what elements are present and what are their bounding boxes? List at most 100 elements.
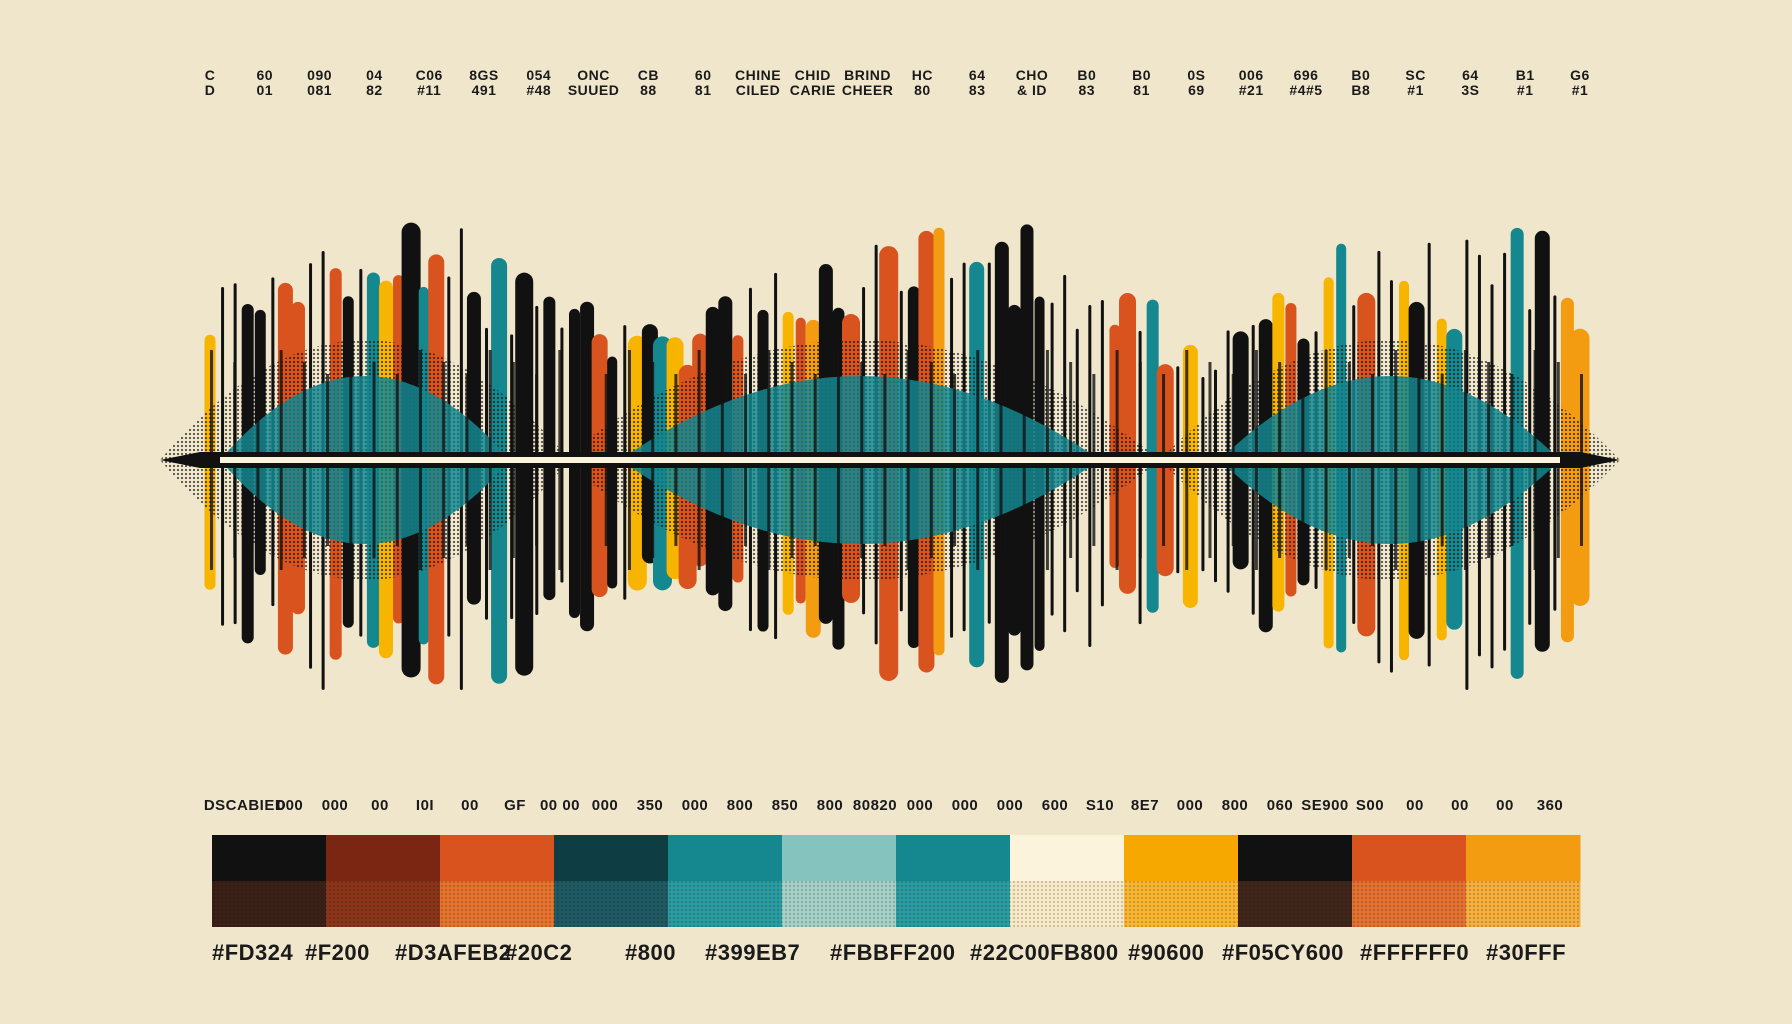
swatch-halftone bbox=[782, 881, 897, 927]
swatch-top bbox=[554, 835, 669, 881]
bottom-label: 00 bbox=[1496, 797, 1514, 814]
swatch-top bbox=[212, 835, 327, 881]
bottom-label: 00 bbox=[371, 797, 389, 814]
swatch-top bbox=[1010, 835, 1125, 881]
top-labels: CD60010900810482C06#118GS491054#48ONCSUU… bbox=[205, 67, 1590, 98]
bottom-label: 600 bbox=[1042, 797, 1069, 814]
top-label: 054 bbox=[526, 67, 551, 83]
swatch-halftone bbox=[440, 881, 555, 927]
bottom-label: 00 bbox=[1451, 797, 1469, 814]
top-label: 081 bbox=[307, 82, 332, 98]
hex-code-label: #FFFFFF0 bbox=[1360, 940, 1469, 965]
bottom-label: 350 bbox=[637, 797, 664, 814]
top-label: 491 bbox=[472, 82, 497, 98]
top-label: #4#5 bbox=[1289, 82, 1322, 98]
bottom-label: I0I bbox=[416, 797, 434, 814]
top-label: 64 bbox=[1462, 67, 1479, 83]
hex-code-label: #399EB7 bbox=[705, 940, 800, 965]
top-label: 88 bbox=[640, 82, 657, 98]
bottom-label: SE900 bbox=[1301, 797, 1349, 814]
top-label: G6 bbox=[1570, 67, 1590, 83]
top-label: B0 bbox=[1132, 67, 1151, 83]
top-label: CARIE bbox=[790, 82, 836, 98]
bottom-label: GF bbox=[504, 797, 526, 814]
bottom-label: 360 bbox=[1537, 797, 1564, 814]
bottom-label: 800 bbox=[727, 797, 754, 814]
center-highlight bbox=[220, 457, 1560, 463]
top-label: 82 bbox=[366, 82, 383, 98]
bottom-label: 00 00 bbox=[540, 797, 580, 814]
top-label: CHINE bbox=[735, 67, 781, 83]
top-label: #48 bbox=[526, 82, 551, 98]
top-label: 01 bbox=[257, 82, 274, 98]
hex-code-label: #30FFF bbox=[1486, 940, 1566, 965]
swatch-halftone bbox=[1466, 881, 1581, 927]
bottom-label: 000 bbox=[1177, 797, 1204, 814]
bottom-label: 00 bbox=[1406, 797, 1424, 814]
hex-code-label: #F200 bbox=[305, 940, 370, 965]
top-label: 60 bbox=[257, 67, 274, 83]
bottom-label: 000 bbox=[277, 797, 304, 814]
top-label: #21 bbox=[1239, 82, 1264, 98]
bottom-label: S00 bbox=[1356, 797, 1384, 814]
top-label: B0 bbox=[1351, 67, 1370, 83]
top-label: 3S bbox=[1461, 82, 1479, 98]
bottom-label: 060 bbox=[1267, 797, 1294, 814]
swatch-halftone bbox=[1238, 881, 1353, 927]
swatch-top bbox=[896, 835, 1011, 881]
top-label: SUUED bbox=[568, 82, 620, 98]
bottom-label: 8E7 bbox=[1131, 797, 1159, 814]
top-label: C bbox=[205, 67, 216, 83]
top-label: CHO bbox=[1016, 67, 1049, 83]
top-label: 04 bbox=[366, 67, 383, 83]
top-label: 8GS bbox=[469, 67, 499, 83]
bottom-label: 000 bbox=[952, 797, 979, 814]
top-label: 81 bbox=[1133, 82, 1150, 98]
top-label: 64 bbox=[969, 67, 986, 83]
top-label: 60 bbox=[695, 67, 712, 83]
swatch-top bbox=[782, 835, 897, 881]
swatch-halftone bbox=[896, 881, 1011, 927]
bottom-label: 000 bbox=[682, 797, 709, 814]
hex-code-labels: #FD324 #F200 #D3AFEB2#20C2 #800 #399EB7 #FBBF… bbox=[212, 940, 1566, 965]
top-label: D bbox=[205, 82, 216, 98]
swatch-halftone bbox=[554, 881, 669, 927]
hex-code-label: #FBBFF200 bbox=[830, 940, 956, 965]
top-label: #1 bbox=[1572, 82, 1589, 98]
top-label: 006 bbox=[1239, 67, 1264, 83]
top-label: 0S bbox=[1187, 67, 1205, 83]
hex-code-label: #F05CY600 bbox=[1222, 940, 1344, 965]
top-label: ONC bbox=[577, 67, 610, 83]
top-label: BRIND bbox=[844, 67, 891, 83]
top-label: B0 bbox=[1077, 67, 1096, 83]
top-label: 80 bbox=[914, 82, 931, 98]
top-label: 83 bbox=[969, 82, 986, 98]
swatch-top bbox=[1238, 835, 1353, 881]
swatch-halftone bbox=[212, 881, 327, 927]
swatch-top bbox=[326, 835, 441, 881]
top-label: 83 bbox=[1079, 82, 1096, 98]
center-line bbox=[160, 452, 1620, 468]
swatch-halftone bbox=[668, 881, 783, 927]
top-label: HC bbox=[912, 67, 933, 83]
hex-code-label: #22C00FB800 bbox=[970, 940, 1119, 965]
top-label: 696 bbox=[1294, 67, 1319, 83]
top-label: C06 bbox=[416, 67, 443, 83]
bottom-label: 80820 bbox=[853, 797, 897, 814]
swatch-top bbox=[1124, 835, 1239, 881]
bottom-label: S10 bbox=[1086, 797, 1114, 814]
top-label: SC bbox=[1405, 67, 1425, 83]
top-label: CHID bbox=[795, 67, 831, 83]
color-swatch-row bbox=[212, 835, 1581, 927]
waveform-bar bbox=[1156, 364, 1174, 577]
top-label: 090 bbox=[307, 67, 332, 83]
bottom-label: 000 bbox=[592, 797, 619, 814]
top-label: CB bbox=[638, 67, 659, 83]
swatch-halftone bbox=[326, 881, 441, 927]
bottom-label: 800 bbox=[817, 797, 844, 814]
swatch-top bbox=[1466, 835, 1581, 881]
bottom-label: 850 bbox=[772, 797, 799, 814]
swatch-halftone bbox=[1010, 881, 1125, 927]
swatch-top bbox=[668, 835, 783, 881]
